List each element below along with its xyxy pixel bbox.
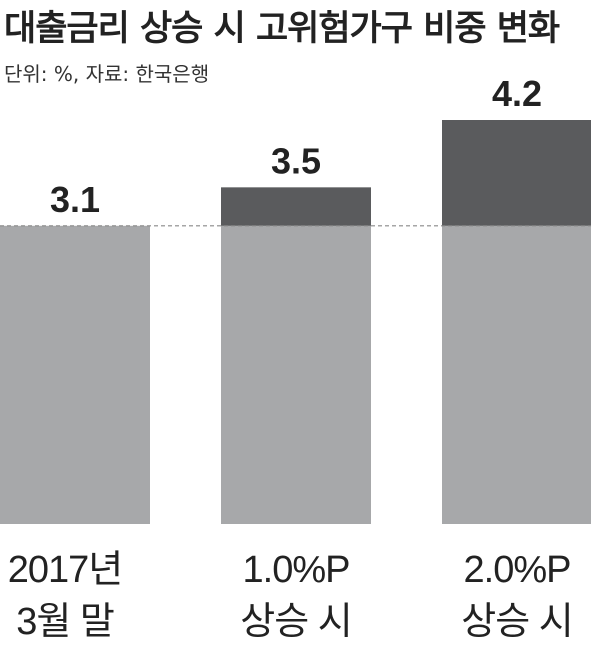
category-label-line: 상승 시 (461, 601, 573, 643)
bar-increase-2 (221, 187, 371, 226)
bar-base-1 (0, 225, 150, 525)
bar-base-2 (221, 225, 371, 525)
value-label-3: 4.2 (492, 73, 542, 114)
category-label-line: 상승 시 (240, 601, 352, 643)
category-label-line: 2017년 (7, 549, 124, 591)
bar-base-3 (442, 225, 591, 525)
category-label-line: 3월 말 (16, 601, 115, 643)
chart-title: 대출금리 상승 시 고위험가구 비중 변화 (4, 9, 560, 49)
category-label-2: 1.0%P 상승 시 (206, 544, 386, 648)
category-label-line: 2.0%P (463, 549, 572, 591)
category-label-line: 1.0%P (242, 549, 351, 591)
bar-increase-3 (442, 120, 591, 226)
chart-subtitle: 단위: %, 자료: 한국은행 (4, 62, 210, 86)
value-label-2: 3.5 (271, 140, 321, 181)
value-label-1: 3.1 (50, 179, 100, 220)
category-label-3: 2.0%P 상승 시 (427, 544, 591, 648)
category-label-1: 2017년 3월 말 (0, 544, 155, 648)
